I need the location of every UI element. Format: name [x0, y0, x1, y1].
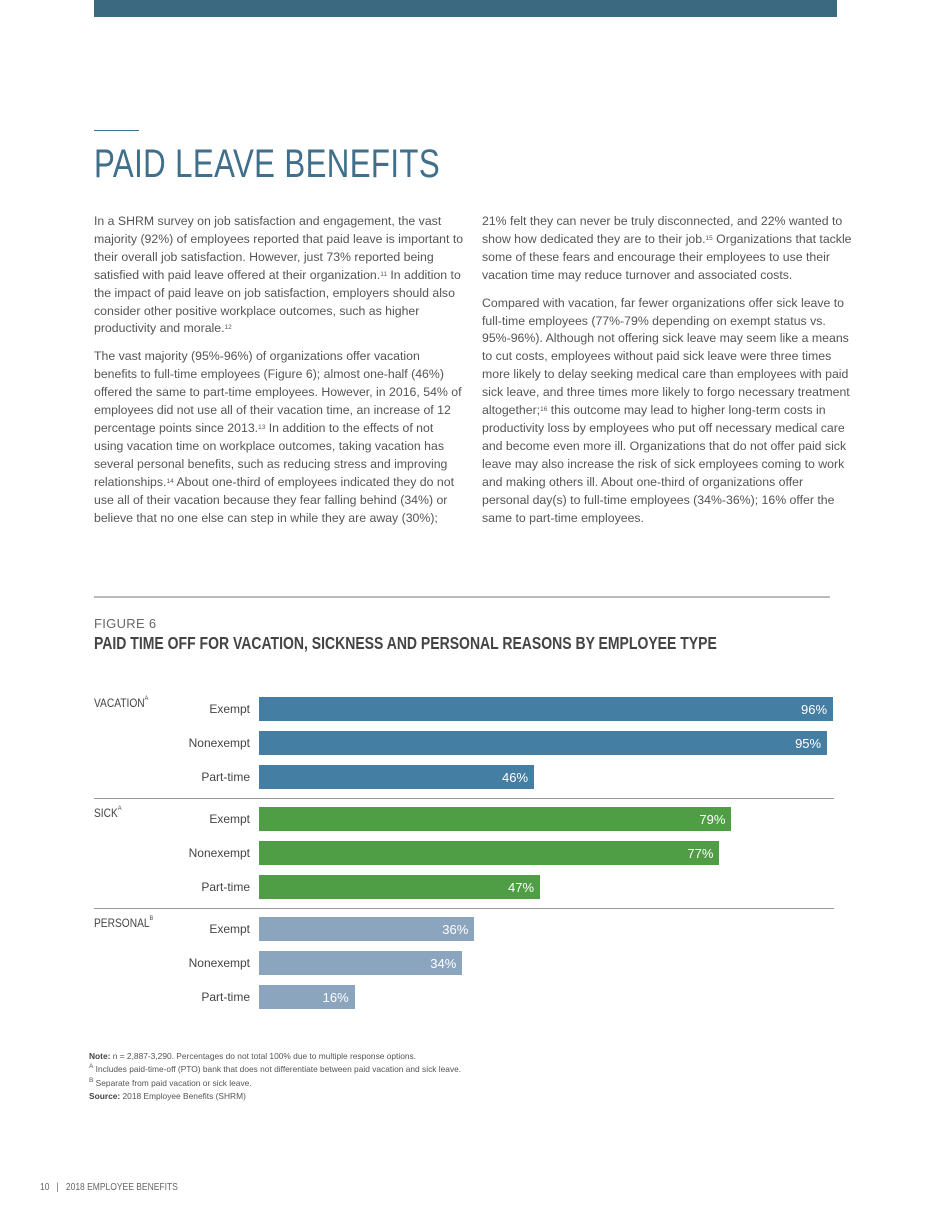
group-label: SICKA — [94, 805, 122, 820]
footer: 10 | 2018 EMPLOYEE BENEFITS — [40, 1182, 178, 1193]
group-label: PERSONALB — [94, 915, 154, 930]
group-marker: A — [144, 695, 149, 702]
footnote-ref: 13 — [258, 423, 266, 431]
bar — [259, 697, 834, 721]
bar — [259, 807, 732, 831]
note-label: Source: — [89, 1091, 121, 1102]
footer-separator: | — [56, 1182, 59, 1193]
note: Note: n = 2,887-3,290. Percentages do no… — [89, 1051, 416, 1061]
top-bar — [94, 0, 837, 17]
bar — [259, 731, 828, 755]
group-name: PERSONAL — [94, 916, 150, 930]
paragraph: The vast majority (95%-96%) of organizat… — [94, 348, 464, 527]
value-label: 96% — [801, 702, 828, 717]
text-run: In addition to the effects of not using … — [94, 420, 448, 489]
footnote-ref: 16 — [540, 406, 548, 414]
text-run: In a SHRM survey on job satisfaction and… — [94, 214, 464, 282]
category-label: Part-time — [201, 990, 250, 1004]
text-run: The vast majority (95%-96%) of organizat… — [94, 349, 462, 435]
value-label: 47% — [508, 880, 535, 895]
text-run: this outcome may lead to higher long-ter… — [482, 403, 847, 525]
value-label: 79% — [699, 812, 726, 827]
title-rule — [94, 130, 139, 131]
text-run: 21% felt they can never be truly disconn… — [482, 214, 843, 246]
group-separator — [94, 798, 834, 799]
value-label: 36% — [442, 922, 469, 937]
note-marker: A — [89, 1063, 94, 1071]
paragraph: Compared with vacation, far fewer organi… — [482, 295, 852, 528]
category-label: Exempt — [209, 922, 250, 936]
footnote-ref: 12 — [224, 324, 232, 332]
value-label: 16% — [322, 990, 349, 1005]
note-text: Includes paid-time-off (PTO) bank that d… — [93, 1064, 462, 1075]
group-name: SICK — [94, 806, 118, 820]
paragraph: 21% felt they can never be truly disconn… — [482, 213, 852, 285]
note-text: 2018 Employee Benefits (SHRM) — [120, 1091, 246, 1102]
bar — [259, 985, 355, 1009]
page-number: 10 — [40, 1182, 50, 1193]
text-run: Compared with vacation, far fewer organi… — [482, 295, 850, 418]
value-label: 95% — [795, 736, 822, 751]
group-marker: B — [149, 915, 154, 922]
bar — [259, 765, 535, 789]
footer-text: 2018 EMPLOYEE BENEFITS — [65, 1182, 178, 1193]
divider — [94, 596, 830, 598]
category-label: Exempt — [209, 702, 250, 716]
page-title: PAID LEAVE BENEFITS — [94, 142, 441, 186]
category-label: Exempt — [209, 812, 250, 826]
value-label: 34% — [430, 956, 457, 971]
footnote-ref: 14 — [166, 477, 174, 485]
value-label: 77% — [687, 846, 714, 861]
text-column: In a SHRM survey on job satisfaction and… — [94, 213, 464, 537]
text-column: 21% felt they can never be truly disconn… — [482, 213, 852, 537]
note: Source: 2018 Employee Benefits (SHRM) — [89, 1091, 246, 1101]
note-text: Separate from paid vacation or sick leav… — [93, 1077, 252, 1088]
note-label: Note: — [89, 1051, 111, 1061]
category-label: Nonexempt — [188, 956, 250, 970]
category-label: Nonexempt — [188, 846, 250, 860]
note: A Includes paid-time-off (PTO) bank that… — [89, 1063, 462, 1075]
category-label: Part-time — [201, 770, 250, 784]
note-text: n = 2,887-3,290. Percentages do not tota… — [110, 1051, 417, 1061]
bar — [259, 917, 475, 941]
group-name: VACATION — [94, 696, 145, 710]
group-separator — [94, 908, 834, 909]
footnote-ref: 15 — [705, 234, 713, 242]
note: B Separate from paid vacation or sick le… — [89, 1076, 252, 1088]
group-label: VACATIONA — [94, 695, 149, 710]
figure-label: FIGURE 6 — [94, 616, 157, 631]
category-label: Nonexempt — [188, 736, 250, 750]
bar — [259, 951, 463, 975]
value-label: 46% — [502, 770, 529, 785]
bar — [259, 875, 541, 899]
note-marker: B — [89, 1076, 94, 1084]
text-run: In addition to the impact of paid leave … — [94, 267, 461, 336]
footnote-ref: 11 — [380, 270, 387, 278]
text-run: About one-third of employees indicated t… — [94, 474, 454, 525]
text-run: Organizations that tackle some of these … — [482, 231, 852, 282]
category-label: Part-time — [201, 880, 250, 894]
group-marker: A — [117, 805, 122, 812]
bar — [259, 841, 720, 865]
figure-title: PAID TIME OFF FOR VACATION, SICKNESS AND… — [94, 633, 717, 653]
paragraph: In a SHRM survey on job satisfaction and… — [94, 213, 464, 338]
